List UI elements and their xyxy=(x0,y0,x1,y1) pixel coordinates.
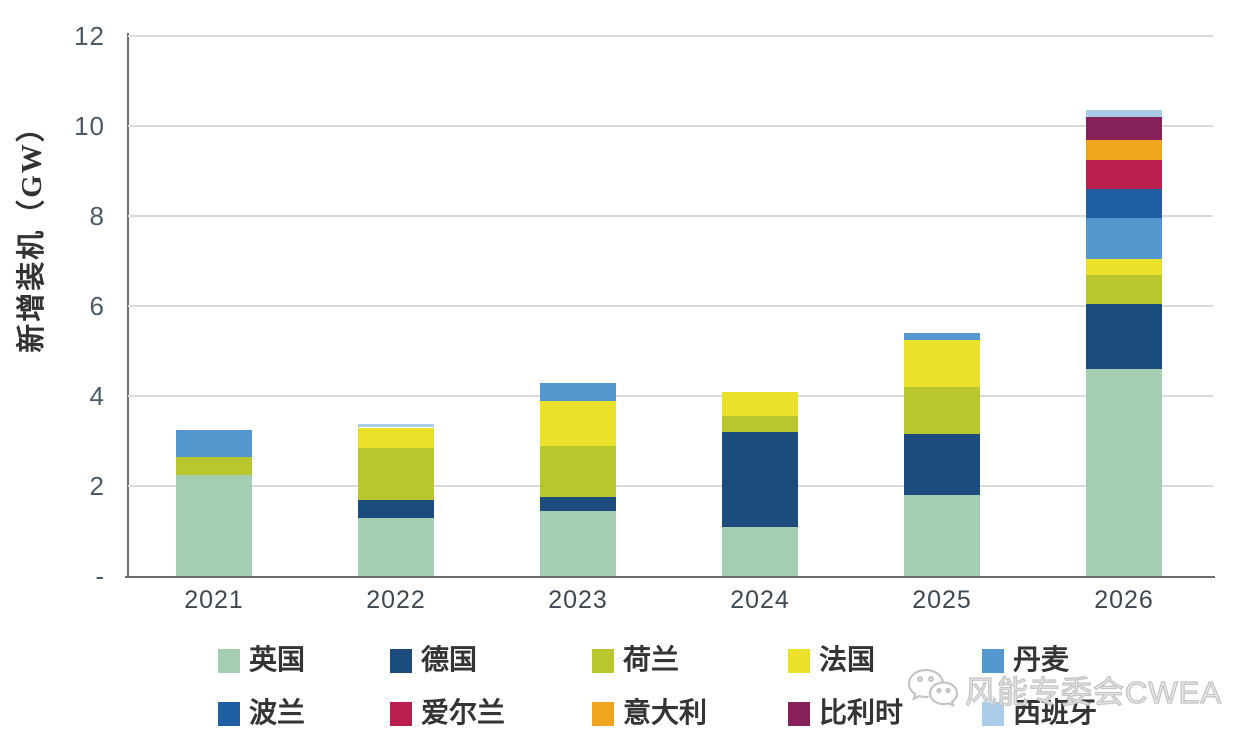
bar-segment-2021-nl xyxy=(176,456,252,475)
bar-segment-2022-es xyxy=(358,424,434,428)
legend-swatch-pl xyxy=(218,702,240,726)
bar-segment-2026-de xyxy=(1086,303,1162,369)
bar-segment-2026-uk xyxy=(1086,369,1162,576)
legend-item-pl: 波兰 xyxy=(218,699,305,729)
bar-segment-2026-be xyxy=(1086,117,1162,140)
wechat-icon xyxy=(907,668,959,707)
bar-segment-2023-uk xyxy=(540,510,616,576)
bar-segment-2023-de xyxy=(540,497,616,511)
bar-segment-2023-fr xyxy=(540,400,616,446)
bar-segment-2025-fr xyxy=(904,339,980,387)
legend-label-de: 德国 xyxy=(421,645,478,676)
legend-label-uk: 英国 xyxy=(249,645,306,676)
bar-segment-2024-uk xyxy=(722,526,798,576)
legend-swatch-ie xyxy=(390,702,412,726)
legend-swatch-it xyxy=(592,702,614,726)
x-tick-2026: 2026 xyxy=(1094,586,1154,614)
bar-segment-2025-nl xyxy=(904,387,980,435)
y-tick-label-2: 2 xyxy=(89,471,105,501)
bar-segment-2026-fr xyxy=(1086,258,1162,275)
x-tick-2022: 2022 xyxy=(366,586,426,614)
legend-swatch-dk xyxy=(982,649,1004,673)
bar-segment-2024-fr xyxy=(722,391,798,417)
gridline-10 xyxy=(128,125,1213,127)
legend-label-nl: 荷兰 xyxy=(623,645,680,676)
legend-item-de: 德国 xyxy=(390,646,477,676)
legend-item-fr: 法国 xyxy=(788,646,875,676)
legend-item-ie: 爱尔兰 xyxy=(390,699,505,729)
legend-item-dk: 丹麦 xyxy=(982,646,1069,676)
bar-segment-2026-pl xyxy=(1086,189,1162,219)
gridline-12 xyxy=(128,35,1213,37)
legend-item-es: 西班牙 xyxy=(982,699,1097,729)
gridline-8 xyxy=(128,215,1213,217)
y-tick-label-12: 12 xyxy=(74,21,105,51)
bar-segment-2023-nl xyxy=(540,445,616,498)
legend-swatch-nl xyxy=(592,649,614,673)
bar-segment-2024-de xyxy=(722,432,798,527)
legend-swatch-fr xyxy=(788,649,810,673)
gridline-6 xyxy=(128,305,1213,307)
bar-segment-2022-nl xyxy=(358,447,434,500)
bar-segment-2023-dk xyxy=(540,382,616,401)
legend-label-ie: 爱尔兰 xyxy=(421,698,506,729)
bar-segment-2026-es xyxy=(1086,110,1162,117)
bar-segment-2022-fr xyxy=(358,427,434,448)
legend-label-it: 意大利 xyxy=(623,698,708,729)
y-tick-label-6: 6 xyxy=(89,291,105,321)
bar-segment-2025-uk xyxy=(904,495,980,576)
x-tick-2023: 2023 xyxy=(548,586,608,614)
bar-segment-2026-it xyxy=(1086,139,1162,160)
bar-segment-2025-de xyxy=(904,434,980,495)
x-tick-2025: 2025 xyxy=(912,586,972,614)
bar-segment-2026-dk xyxy=(1086,218,1162,259)
legend-label-fr: 法国 xyxy=(819,645,876,676)
y-tick-label-10: 10 xyxy=(74,111,105,141)
legend-label-dk: 丹麦 xyxy=(1013,645,1070,676)
legend-label-es: 西班牙 xyxy=(1013,698,1098,729)
bar-segment-2022-uk xyxy=(358,517,434,576)
legend-item-it: 意大利 xyxy=(592,699,707,729)
gridline-2 xyxy=(128,485,1213,487)
x-axis-line xyxy=(125,576,1215,578)
legend-label-pl: 波兰 xyxy=(249,698,306,729)
x-tick-2021: 2021 xyxy=(184,586,244,614)
bar-segment-2026-ie xyxy=(1086,159,1162,189)
legend-swatch-be xyxy=(788,702,810,726)
legend-label-be: 比利时 xyxy=(819,698,904,729)
y-tick-label-4: 4 xyxy=(89,381,105,411)
bar-segment-2024-nl xyxy=(722,416,798,432)
legend-swatch-uk xyxy=(218,649,240,673)
y-tick-label-8: 8 xyxy=(89,201,105,231)
bar-segment-2021-dk xyxy=(176,429,252,457)
bar-segment-2022-de xyxy=(358,499,434,518)
legend-swatch-de xyxy=(390,649,412,673)
legend-item-nl: 荷兰 xyxy=(592,646,679,676)
y-axis-title: 新增装机（GW） xyxy=(16,111,48,353)
y-tick-label-0: - xyxy=(95,561,105,591)
legend-swatch-es xyxy=(982,702,1004,726)
bar-segment-2026-nl xyxy=(1086,274,1162,304)
legend-item-be: 比利时 xyxy=(788,699,903,729)
bar-segment-2021-uk xyxy=(176,474,252,576)
legend-item-uk: 英国 xyxy=(218,646,305,676)
x-tick-2024: 2024 xyxy=(730,586,790,614)
bar-segment-2025-dk xyxy=(904,333,980,340)
gridline-4 xyxy=(128,395,1213,397)
